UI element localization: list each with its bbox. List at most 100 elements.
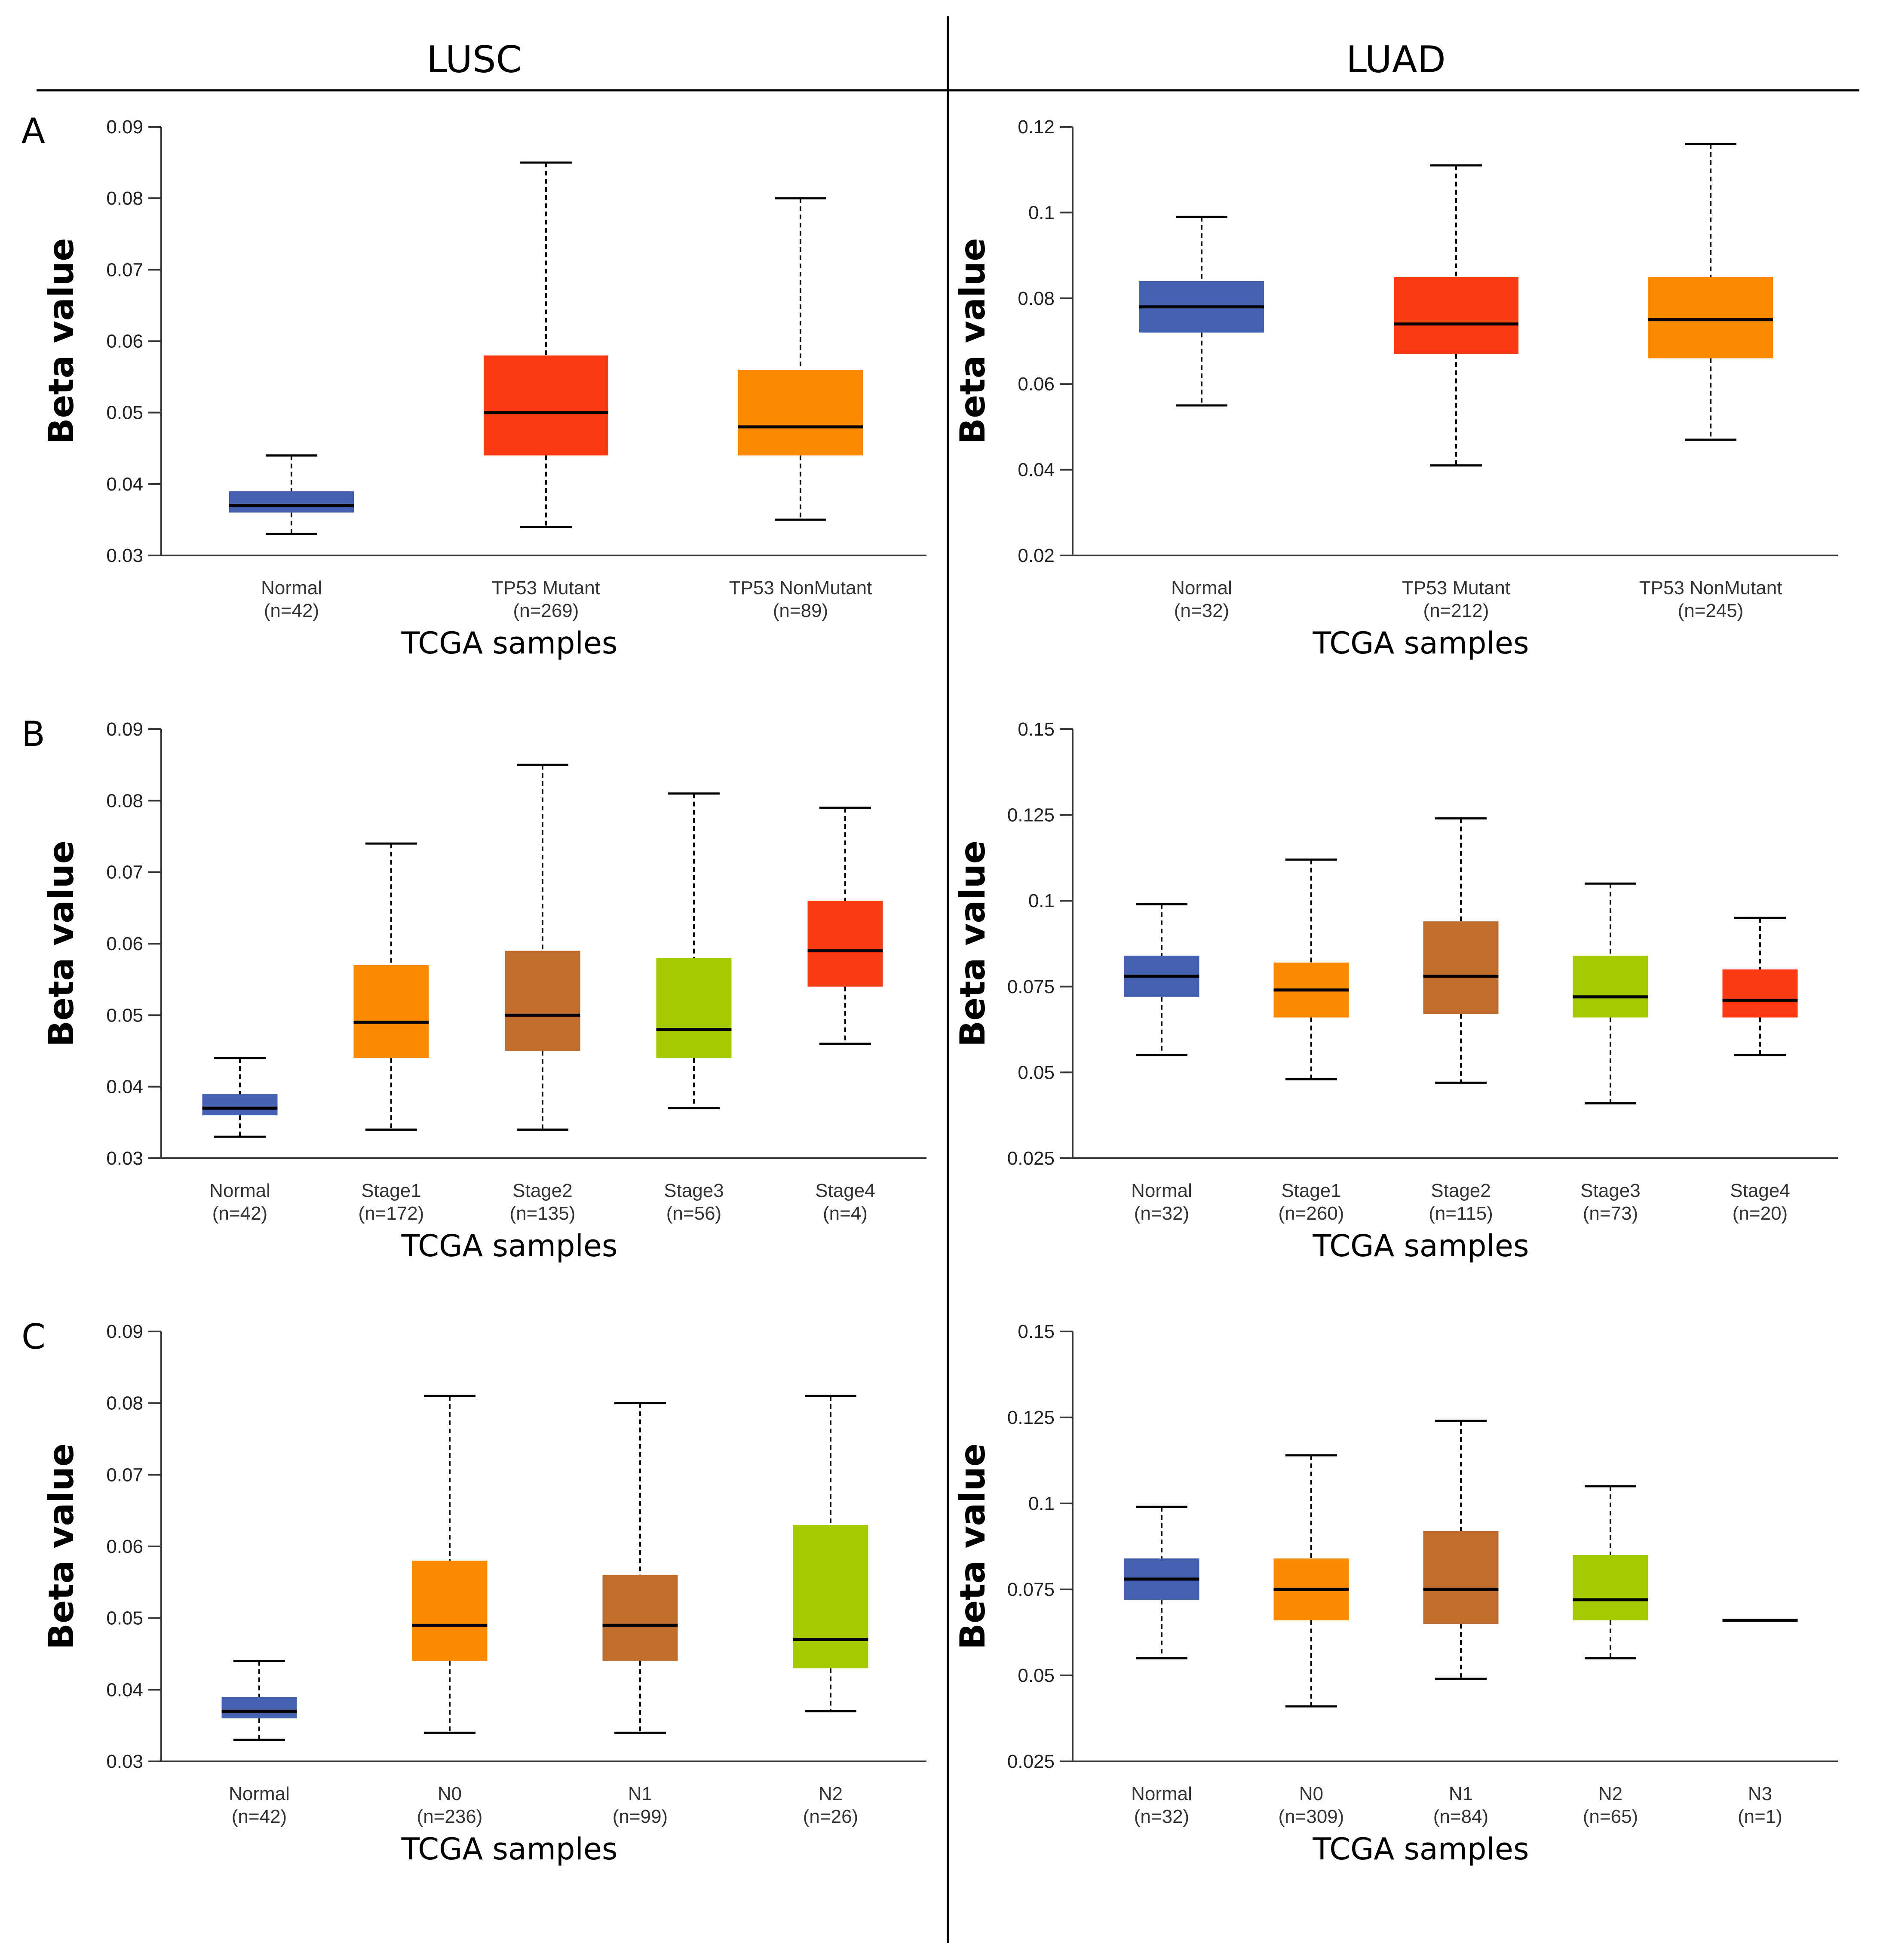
iqr-box — [1648, 276, 1773, 359]
category-label: TP53 Mutant — [1402, 577, 1510, 598]
iqr-box — [1423, 1531, 1499, 1624]
box-group — [807, 807, 883, 1045]
y-tick-label: 0.03 — [106, 1751, 143, 1772]
category-label: Stage2 — [1431, 1180, 1491, 1201]
category-label: Stage3 — [1580, 1180, 1640, 1201]
y-tick-label: 0.08 — [1018, 288, 1055, 309]
y-tick-label: 0.07 — [106, 259, 143, 280]
category-label: Normal — [1131, 1180, 1192, 1201]
y-tick-label: 0.07 — [106, 1464, 143, 1485]
y-tick-label: 0.09 — [106, 117, 143, 138]
category-label: Stage4 — [815, 1180, 875, 1201]
box-group — [793, 1395, 868, 1712]
iqr-box — [202, 1094, 278, 1116]
y-tick-label: 0.02 — [1018, 545, 1055, 566]
category-label: Stage1 — [361, 1180, 421, 1201]
box-group — [656, 792, 732, 1110]
category-n-label: (n=135) — [510, 1203, 576, 1224]
category-n-label: (n=309) — [1279, 1806, 1344, 1827]
category-n-label: (n=32) — [1134, 1806, 1189, 1827]
y-axis-title: Beta value — [41, 1443, 81, 1650]
y-tick-label: 0.04 — [1018, 460, 1055, 481]
y-tick-label: 0.05 — [106, 1005, 143, 1026]
y-tick-label: 0.15 — [1018, 719, 1055, 740]
category-n-label: (n=236) — [417, 1806, 483, 1827]
category-n-label: (n=26) — [803, 1806, 858, 1827]
category-n-label: (n=56) — [666, 1203, 721, 1224]
iqr-box — [353, 965, 429, 1058]
y-tick-label: 0.05 — [106, 402, 143, 423]
category-label: N0 — [1299, 1783, 1323, 1804]
box-group — [1648, 143, 1773, 441]
y-tick-label: 0.15 — [1018, 1321, 1055, 1342]
y-tick-label: 0.05 — [1018, 1062, 1055, 1083]
box-group — [202, 1057, 278, 1138]
y-tick-label: 0.08 — [106, 188, 143, 209]
box-group — [412, 1395, 488, 1734]
category-label: Normal — [261, 577, 322, 598]
category-label: Normal — [1131, 1783, 1192, 1804]
iqr-box — [505, 951, 580, 1051]
y-tick-label: 0.08 — [106, 1393, 143, 1414]
panel-letter-a: A — [21, 111, 45, 151]
panel-letter-b: B — [21, 714, 45, 754]
y-tick-label: 0.05 — [106, 1608, 143, 1629]
x-axis-title: TCGA samples — [401, 626, 618, 661]
category-label: TP53 NonMutant — [1639, 577, 1782, 598]
category-n-label: (n=65) — [1583, 1806, 1638, 1827]
category-n-label: (n=4) — [823, 1203, 868, 1224]
y-tick-label: 0.07 — [106, 862, 143, 883]
category-n-label: (n=99) — [613, 1806, 668, 1827]
y-tick-label: 0.04 — [106, 1077, 143, 1098]
category-n-label: (n=84) — [1433, 1806, 1488, 1827]
y-tick-label: 0.04 — [106, 1679, 143, 1700]
category-n-label: (n=1) — [1738, 1806, 1782, 1827]
category-label: TP53 Mutant — [492, 577, 600, 598]
y-tick-label: 0.03 — [106, 545, 143, 566]
box-group — [353, 842, 429, 1131]
category-label: N1 — [628, 1783, 652, 1804]
box-group — [484, 161, 608, 528]
category-label: Stage1 — [1281, 1180, 1341, 1201]
iqr-box — [412, 1561, 488, 1661]
box-group — [1139, 215, 1264, 407]
chart-c-lusc: 0.03 0.04 0.05 0.06 0.07 0.08 0.09 Beta value No… — [41, 1321, 926, 1867]
panel-letter-c: C — [21, 1317, 46, 1357]
box-group — [1423, 1420, 1499, 1680]
category-label: TP53 NonMutant — [729, 577, 872, 598]
y-tick-label: 0.09 — [106, 719, 143, 740]
y-axis-title: Beta value — [953, 1443, 993, 1650]
y-tick-label: 0.05 — [1018, 1665, 1055, 1686]
box-group — [1573, 1485, 1648, 1659]
box-group — [229, 454, 354, 535]
category-n-label: (n=73) — [1583, 1203, 1638, 1224]
iqr-box — [1573, 1555, 1648, 1620]
iqr-box — [738, 369, 863, 456]
box-group — [1124, 1506, 1199, 1659]
iqr-box — [1423, 921, 1499, 1014]
y-axis-title: Beta value — [41, 840, 81, 1047]
category-label: Normal — [209, 1180, 270, 1201]
box-group — [1273, 858, 1349, 1080]
y-tick-label: 0.1 — [1028, 890, 1055, 911]
category-n-label: (n=42) — [232, 1806, 287, 1827]
category-n-label: (n=115) — [1429, 1203, 1493, 1224]
iqr-box — [1573, 955, 1648, 1018]
category-label: Normal — [229, 1783, 290, 1804]
y-tick-label: 0.06 — [106, 933, 143, 954]
category-n-label: (n=89) — [773, 600, 828, 621]
category-label: Stage2 — [512, 1180, 572, 1201]
box-group — [738, 197, 863, 521]
y-tick-label: 0.075 — [1007, 976, 1055, 997]
box-group — [1273, 1454, 1349, 1708]
x-axis-title: TCGA samples — [1313, 1831, 1529, 1867]
y-tick-label: 0.06 — [106, 1536, 143, 1557]
iqr-box — [229, 491, 354, 513]
x-axis-title: TCGA samples — [401, 1831, 618, 1867]
category-n-label: (n=32) — [1174, 600, 1229, 621]
box-group — [1124, 903, 1199, 1056]
y-tick-label: 0.025 — [1007, 1751, 1055, 1772]
chart-c-luad: 0.025 0.05 0.075 0.1 0.125 0.15 Beta value Norm… — [953, 1321, 1838, 1867]
y-tick-label: 0.09 — [106, 1321, 143, 1342]
